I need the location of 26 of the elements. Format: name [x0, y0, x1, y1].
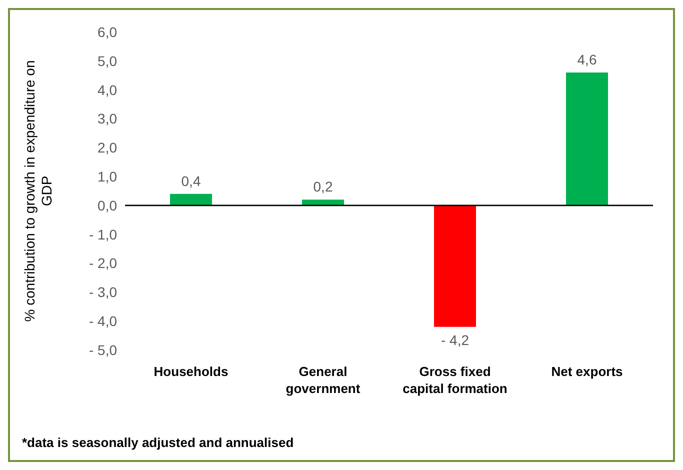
y-tick-label: 5,0 — [98, 52, 118, 69]
x-tick-label: Households — [154, 364, 228, 379]
text: *data is seasonally adjusted and annualised — [22, 435, 294, 450]
data-label: 4,6 — [577, 51, 597, 68]
y-tick-label: - 2,0 — [88, 255, 118, 272]
y-tick-label: 6,0 — [98, 24, 118, 40]
y-tick-label: 0,0 — [98, 197, 118, 214]
y-tick-label: 4,0 — [98, 82, 118, 98]
y-tick-label: 1,0 — [98, 168, 118, 185]
bar — [170, 194, 212, 206]
y-tick-label: - 3,0 — [88, 284, 118, 300]
bar — [434, 205, 476, 327]
y-tick-label: 3,0 — [98, 110, 118, 127]
bar — [302, 200, 344, 206]
x-tick-label: Gross fixed capital formation — [402, 364, 508, 396]
x-tick-label: Net exports — [551, 364, 623, 379]
y-tick-label: - 4,0 — [88, 313, 118, 330]
data-label: 0,4 — [181, 172, 201, 189]
y-tick-label: 2,0 — [98, 140, 118, 156]
bar — [566, 72, 608, 206]
y-tick-label: - 5,0 — [88, 342, 118, 358]
y-tick-label: - 1,0 — [88, 226, 118, 242]
y-axis-title: % contribution to growth in expenditure on GDP — [22, 60, 54, 322]
x-tick-label: General government — [286, 364, 361, 396]
data-label: - 4,2 — [440, 332, 470, 348]
data-label: 0,2 — [313, 178, 333, 195]
